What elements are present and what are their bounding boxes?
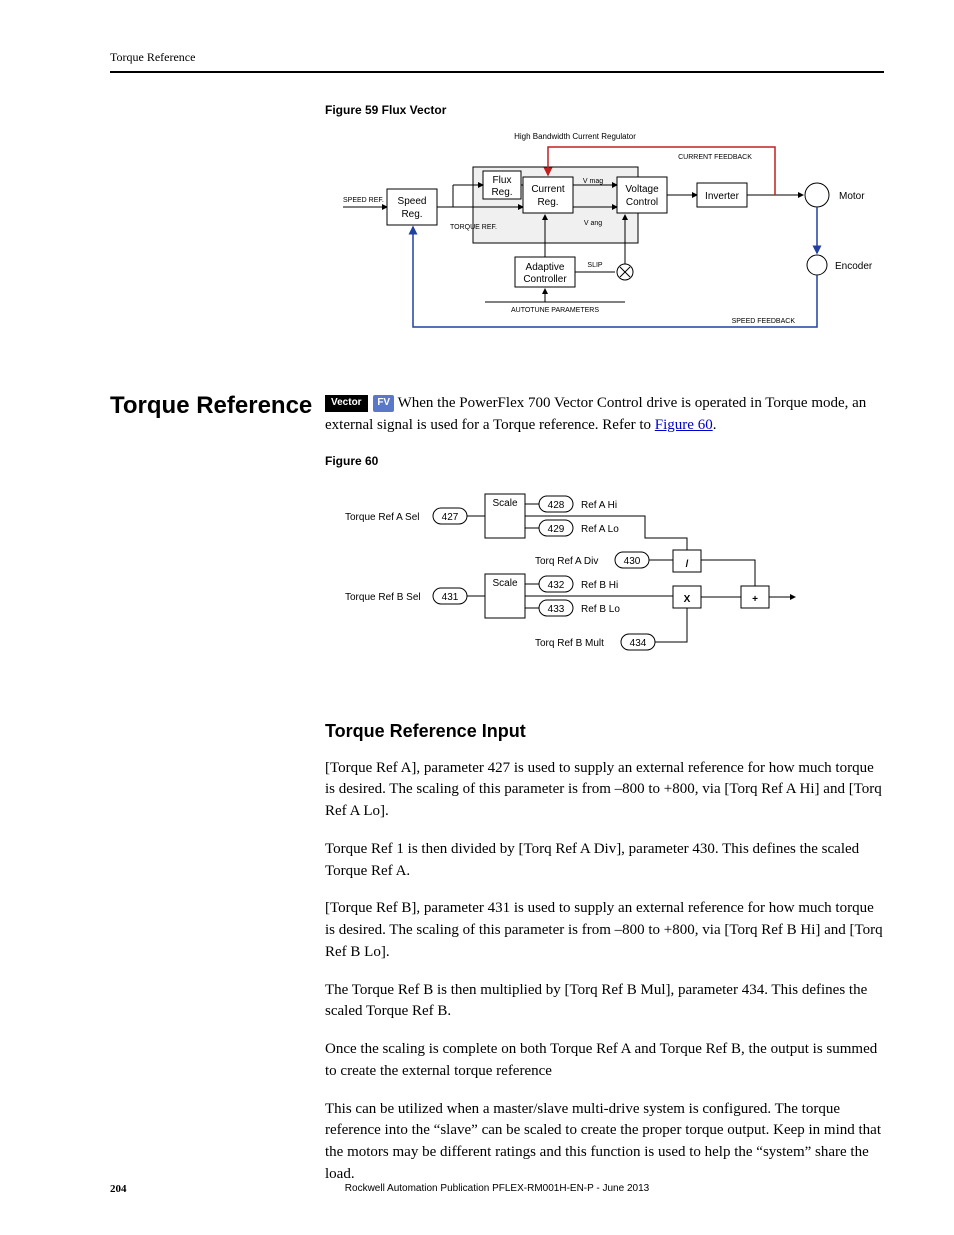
label-speed-ref: SPEED REF.: [343, 197, 384, 204]
figure-60: Figure 60 Torque Ref A Sel 427 Scale: [325, 453, 884, 688]
label-speed-reg-2: Reg.: [401, 209, 422, 220]
subsection-title: Torque Reference Input: [325, 718, 884, 744]
svg-text:Flux: Flux: [493, 175, 512, 186]
para-1: [Torque Ref A], parameter 427 is used to…: [325, 758, 884, 823]
svg-text:Encoder: Encoder: [835, 261, 873, 272]
svg-text:Reg.: Reg.: [537, 197, 558, 208]
para-4: The Torque Ref B is then multiplied by […: [325, 980, 884, 1024]
svg-text:+: +: [752, 594, 758, 605]
svg-text:432: 432: [548, 580, 565, 591]
svg-text:Motor: Motor: [839, 191, 865, 202]
running-head: Torque Reference: [110, 50, 884, 73]
figure-60-diagram: Torque Ref A Sel 427 Scale 428 Ref A Hi …: [325, 480, 845, 680]
label-torque-ref: TORQUE REF.: [450, 224, 497, 231]
svg-text:V ang: V ang: [584, 220, 602, 227]
label-hbcr: High Bandwidth Current Regulator: [514, 132, 636, 141]
tag-vector: Vector: [325, 395, 368, 412]
svg-text:SLIP: SLIP: [587, 262, 603, 269]
svg-text:Ref B Hi: Ref B Hi: [581, 580, 618, 591]
svg-text:Scale: Scale: [492, 498, 517, 509]
tag-fv: FV: [373, 395, 394, 412]
circle-encoder: [807, 255, 827, 275]
figure-59: Figure 59 Flux Vector High Bandwidth Cur…: [325, 103, 884, 363]
circle-motor: [805, 183, 829, 207]
para-5: Once the scaling is complete on both Tor…: [325, 1039, 884, 1083]
intro-text: When the PowerFlex 700 Vector Control dr…: [325, 395, 866, 433]
figure-60-caption: Figure 60: [325, 453, 884, 470]
para-6: This can be utilized when a master/slave…: [325, 1099, 884, 1186]
svg-text:V mag: V mag: [583, 178, 603, 185]
section-torque-reference: Torque Reference Vector FV When the Powe…: [110, 393, 884, 1202]
svg-text:SPEED FEEDBACK: SPEED FEEDBACK: [732, 318, 796, 325]
svg-text:427: 427: [442, 512, 459, 523]
svg-text:Control: Control: [626, 197, 658, 208]
section-title: Torque Reference: [110, 393, 325, 419]
svg-text:X: X: [684, 594, 691, 605]
svg-text:429: 429: [548, 524, 565, 535]
svg-text:Torq Ref B Mult: Torq Ref B Mult: [535, 638, 604, 649]
publication-line: Rockwell Automation Publication PFLEX-RM…: [110, 1183, 884, 1194]
svg-text:Ref A Lo: Ref A Lo: [581, 524, 619, 535]
figure-59-diagram: High Bandwidth Current Regulator CURRENT…: [325, 127, 885, 377]
svg-text:Ref B Lo: Ref B Lo: [581, 604, 620, 615]
svg-text:434: 434: [630, 638, 647, 649]
figure-59-caption: Figure 59 Flux Vector: [325, 103, 884, 117]
svg-text:Torque Ref A Sel: Torque Ref A Sel: [345, 512, 420, 523]
label-current-fb: CURRENT FEEDBACK: [678, 154, 752, 161]
svg-text:Current: Current: [531, 184, 565, 195]
para-3: [Torque Ref B], parameter 431 is used to…: [325, 898, 884, 963]
svg-text:Torque Ref B Sel: Torque Ref B Sel: [345, 592, 421, 603]
svg-text:Controller: Controller: [523, 274, 567, 285]
intro-after: .: [713, 417, 717, 433]
svg-text:Reg.: Reg.: [491, 187, 512, 198]
link-figure-60[interactable]: Figure 60: [655, 417, 713, 433]
para-2: Torque Ref 1 is then divided by [Torq Re…: [325, 839, 884, 883]
svg-text:AUTOTUNE PARAMETERS: AUTOTUNE PARAMETERS: [511, 307, 599, 314]
svg-text:Torq Ref A Div: Torq Ref A Div: [535, 556, 598, 567]
svg-text:433: 433: [548, 604, 565, 615]
svg-text:430: 430: [624, 556, 641, 567]
svg-text:/: /: [686, 559, 689, 570]
svg-text:Inverter: Inverter: [705, 191, 740, 202]
svg-text:Scale: Scale: [492, 578, 517, 589]
svg-text:Adaptive: Adaptive: [526, 262, 565, 273]
svg-text:428: 428: [548, 500, 565, 511]
svg-text:Ref A Hi: Ref A Hi: [581, 500, 617, 511]
page-footer: 204 Rockwell Automation Publication PFLE…: [110, 1183, 884, 1195]
svg-text:Voltage: Voltage: [625, 184, 659, 195]
svg-text:431: 431: [442, 592, 459, 603]
label-speed-reg-1: Speed: [398, 196, 427, 207]
